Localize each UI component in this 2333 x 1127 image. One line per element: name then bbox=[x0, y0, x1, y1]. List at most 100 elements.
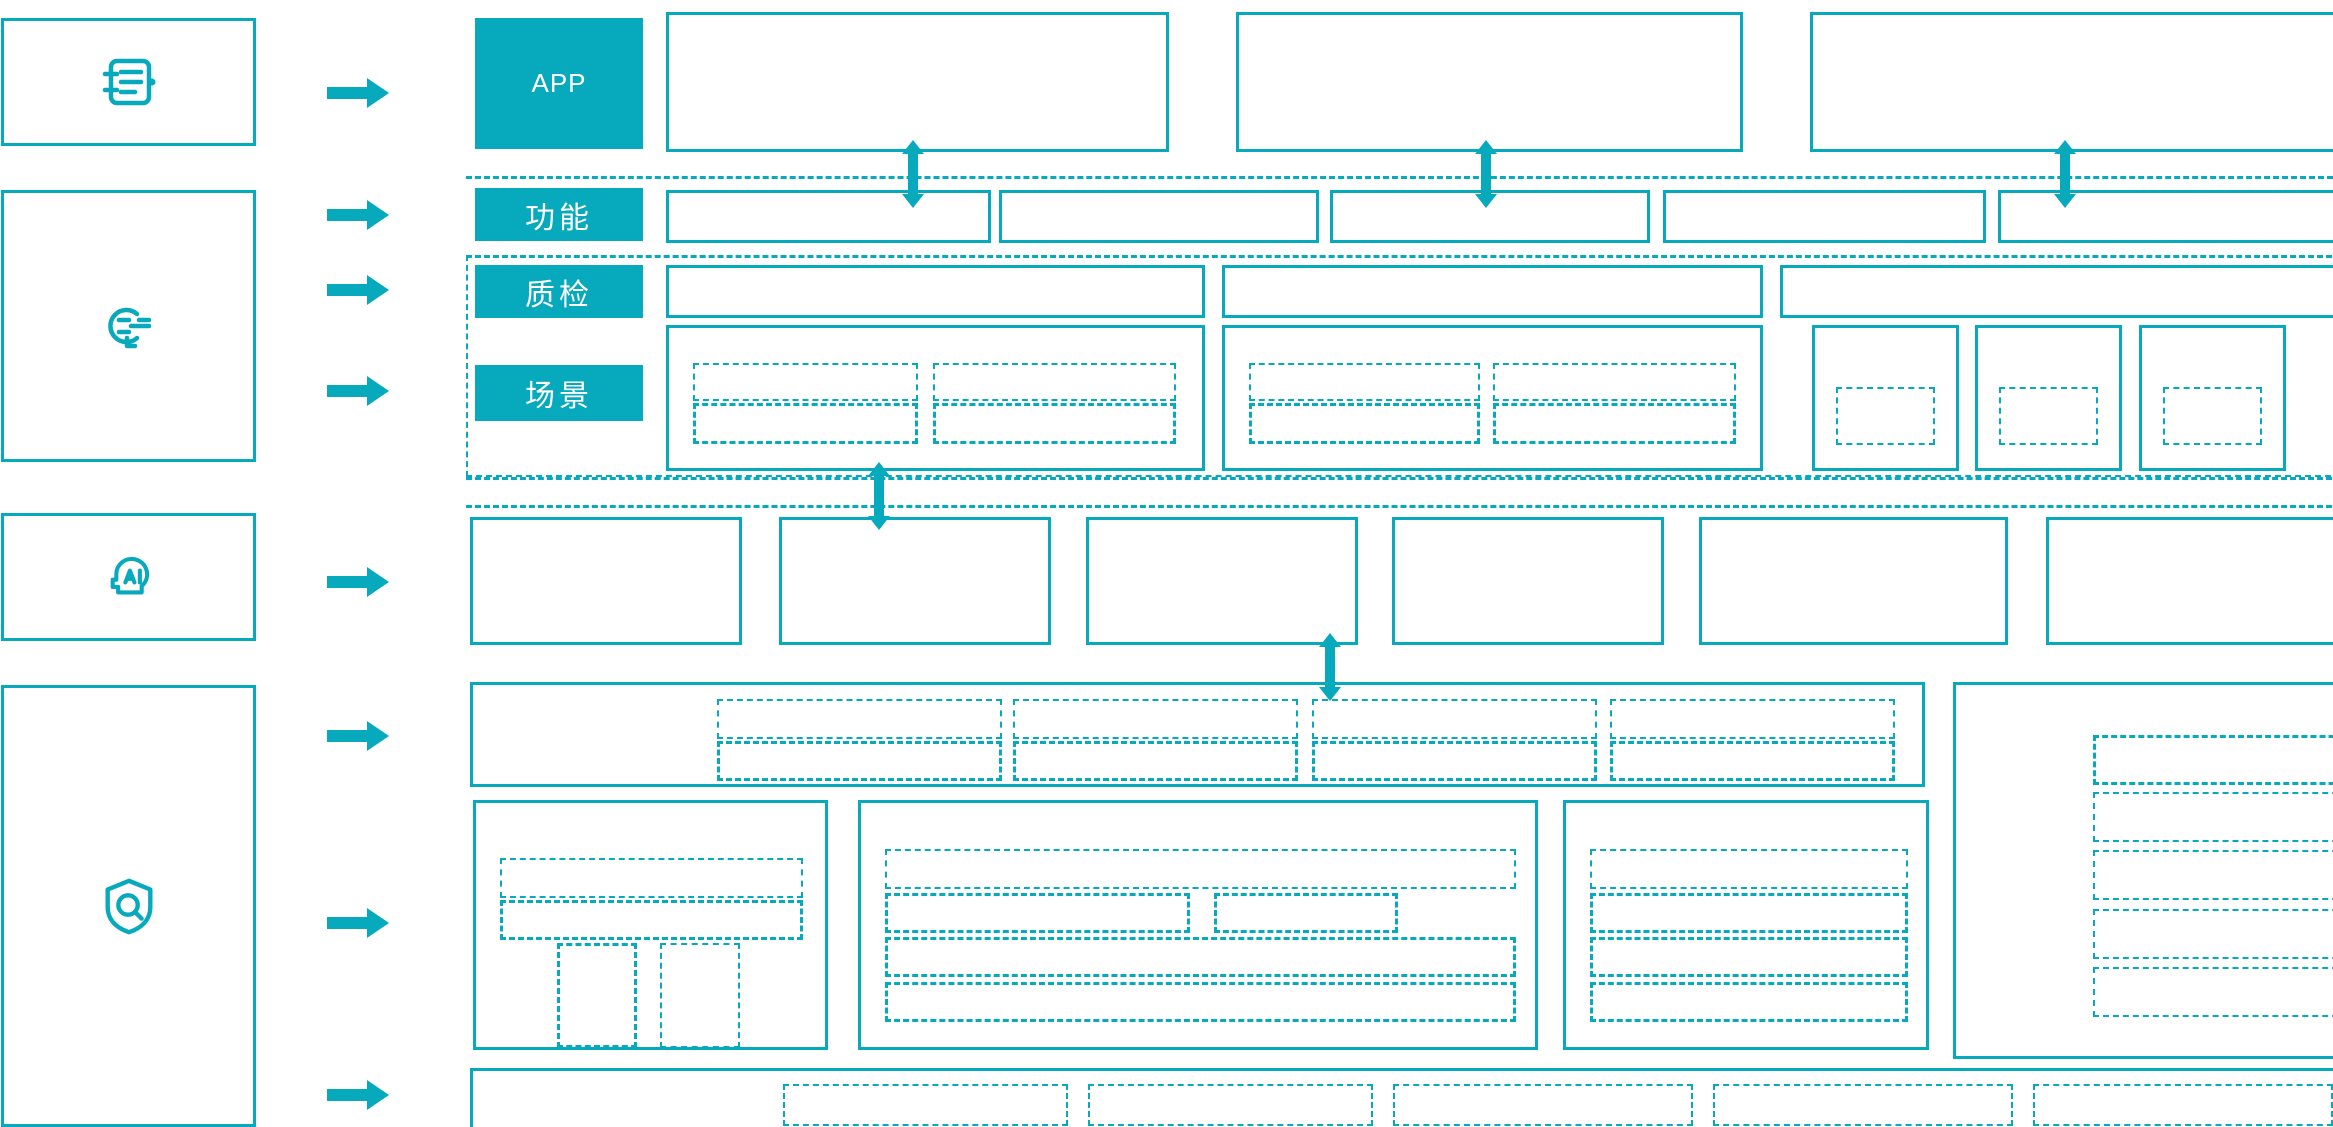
infra-card-2-bar-2[interactable] bbox=[885, 893, 1190, 933]
engine-box-3[interactable] bbox=[1086, 517, 1358, 645]
layer-label-app: APP bbox=[475, 18, 643, 149]
infra-card-2[interactable] bbox=[858, 800, 1538, 1050]
infra-right-card[interactable] bbox=[1953, 682, 2333, 1059]
bottom-bar[interactable] bbox=[470, 1068, 2333, 1127]
scene-item-2d[interactable] bbox=[1493, 403, 1736, 444]
infra-card-3-bar-2[interactable] bbox=[1590, 893, 1908, 933]
infra-card-3[interactable] bbox=[1563, 800, 1929, 1050]
layer-label-qc: 质检 bbox=[475, 265, 643, 318]
infra-right-item-3[interactable] bbox=[2093, 850, 2333, 900]
sidebar-item-doc[interactable] bbox=[1, 18, 256, 146]
flow-arrow-3 bbox=[327, 273, 389, 307]
infra-card-1-bar-1[interactable] bbox=[500, 858, 803, 898]
flow-arrow-4 bbox=[327, 374, 389, 408]
infra-card-2-bar-2b[interactable] bbox=[1214, 893, 1398, 933]
scene-tile-1-inner[interactable] bbox=[1836, 387, 1935, 445]
scene-tile-2-inner[interactable] bbox=[1999, 387, 2098, 445]
feature-box-4[interactable] bbox=[1663, 190, 1986, 243]
feature-box-2[interactable] bbox=[999, 190, 1319, 243]
scene-item-2a[interactable] bbox=[1249, 363, 1480, 401]
scene-item-1d[interactable] bbox=[933, 403, 1176, 444]
engine-layer-separator bbox=[466, 505, 2333, 508]
scene-layer-separator bbox=[466, 477, 2333, 480]
engine-box-4[interactable] bbox=[1392, 517, 1664, 645]
scene-tile-1[interactable] bbox=[1812, 325, 1959, 471]
infra-right-item-2[interactable] bbox=[2093, 792, 2333, 842]
scene-tile-3[interactable] bbox=[2139, 325, 2286, 471]
platform-item-4a[interactable] bbox=[1610, 699, 1895, 739]
layer-label-scene-text: 场景 bbox=[525, 380, 593, 413]
infra-right-item-5[interactable] bbox=[2093, 967, 2333, 1017]
scene-item-1a[interactable] bbox=[693, 363, 918, 401]
infra-card-2-bar-1[interactable] bbox=[885, 849, 1516, 889]
engine-box-1[interactable] bbox=[470, 517, 742, 645]
layer-label-qc-text: 质检 bbox=[525, 278, 593, 312]
scene-item-1c[interactable] bbox=[693, 403, 918, 444]
bottom-bar-item-5[interactable] bbox=[2033, 1084, 2333, 1126]
bottom-bar-item-3[interactable] bbox=[1393, 1084, 1693, 1126]
infra-card-3-bar-4[interactable] bbox=[1590, 982, 1908, 1022]
platform-item-2a[interactable] bbox=[1013, 699, 1298, 739]
bottom-bar-item-2[interactable] bbox=[1088, 1084, 1373, 1126]
infra-right-item-1[interactable] bbox=[2093, 735, 2333, 785]
engine-box-6[interactable] bbox=[2046, 517, 2333, 645]
scene-group-1[interactable] bbox=[666, 325, 1205, 471]
flow-arrow-5 bbox=[327, 565, 389, 599]
platform-item-1b[interactable] bbox=[717, 741, 1002, 781]
infra-card-2-bar-4[interactable] bbox=[885, 982, 1516, 1022]
qc-box-1[interactable] bbox=[666, 265, 1205, 318]
sidebar-item-config[interactable] bbox=[1, 190, 256, 462]
scene-tile-3-inner[interactable] bbox=[2163, 387, 2262, 445]
layer-label-feature-text: 功能 bbox=[525, 201, 593, 235]
flow-arrow-6 bbox=[327, 719, 389, 753]
infra-card-1-tile-1[interactable] bbox=[557, 943, 637, 1048]
infra-card-3-bar-3[interactable] bbox=[1590, 937, 1908, 977]
scene-item-1b[interactable] bbox=[933, 363, 1176, 401]
link-arrow-app-feature-3 bbox=[2048, 140, 2082, 208]
feature-box-3[interactable] bbox=[1330, 190, 1650, 243]
engine-box-5[interactable] bbox=[1699, 517, 2008, 645]
platform-item-3b[interactable] bbox=[1312, 741, 1597, 781]
infra-right-item-4[interactable] bbox=[2093, 909, 2333, 959]
gear-plug-icon bbox=[97, 294, 161, 358]
app-box-1[interactable] bbox=[666, 12, 1169, 152]
infra-card-1[interactable] bbox=[473, 800, 828, 1050]
scene-group-2[interactable] bbox=[1222, 325, 1763, 471]
shield-search-icon bbox=[98, 875, 160, 937]
link-arrow-engine-platform bbox=[1313, 633, 1347, 701]
scene-tile-2[interactable] bbox=[1975, 325, 2122, 471]
flow-arrow-1 bbox=[327, 76, 389, 110]
platform-item-3a[interactable] bbox=[1312, 699, 1597, 739]
platform-item-1a[interactable] bbox=[717, 699, 1002, 739]
qc-box-3[interactable] bbox=[1780, 265, 2333, 318]
app-box-3[interactable] bbox=[1810, 12, 2333, 152]
flow-arrow-2 bbox=[327, 198, 389, 232]
layer-label-scene: 场景 bbox=[475, 365, 643, 421]
platform-bar[interactable] bbox=[470, 682, 1925, 787]
infra-card-2-bar-3[interactable] bbox=[885, 937, 1516, 977]
platform-item-2b[interactable] bbox=[1013, 741, 1298, 781]
bottom-bar-item-1[interactable] bbox=[783, 1084, 1068, 1126]
scene-item-2c[interactable] bbox=[1249, 403, 1480, 444]
sidebar-item-audit[interactable] bbox=[1, 685, 256, 1127]
feature-layer-separator bbox=[466, 255, 2333, 258]
infra-card-1-bar-2[interactable] bbox=[500, 900, 803, 940]
infra-card-1-tile-2[interactable] bbox=[660, 943, 740, 1048]
ai-head-icon bbox=[100, 548, 158, 606]
flow-arrow-8 bbox=[327, 1078, 389, 1112]
bottom-bar-item-4[interactable] bbox=[1713, 1084, 2013, 1126]
infra-card-3-bar-1[interactable] bbox=[1590, 849, 1908, 889]
scene-item-2b[interactable] bbox=[1493, 363, 1736, 401]
document-list-icon bbox=[97, 50, 161, 114]
layer-label-feature: 功能 bbox=[475, 188, 643, 241]
app-box-2[interactable] bbox=[1236, 12, 1743, 152]
link-arrow-app-feature-1 bbox=[896, 140, 930, 208]
sidebar-item-ai[interactable] bbox=[1, 513, 256, 641]
engine-box-2[interactable] bbox=[779, 517, 1051, 645]
platform-item-4b[interactable] bbox=[1610, 741, 1895, 781]
app-layer-separator bbox=[466, 176, 2333, 179]
feature-box-1[interactable] bbox=[666, 190, 991, 243]
qc-box-2[interactable] bbox=[1222, 265, 1763, 318]
feature-box-5[interactable] bbox=[1998, 190, 2333, 243]
